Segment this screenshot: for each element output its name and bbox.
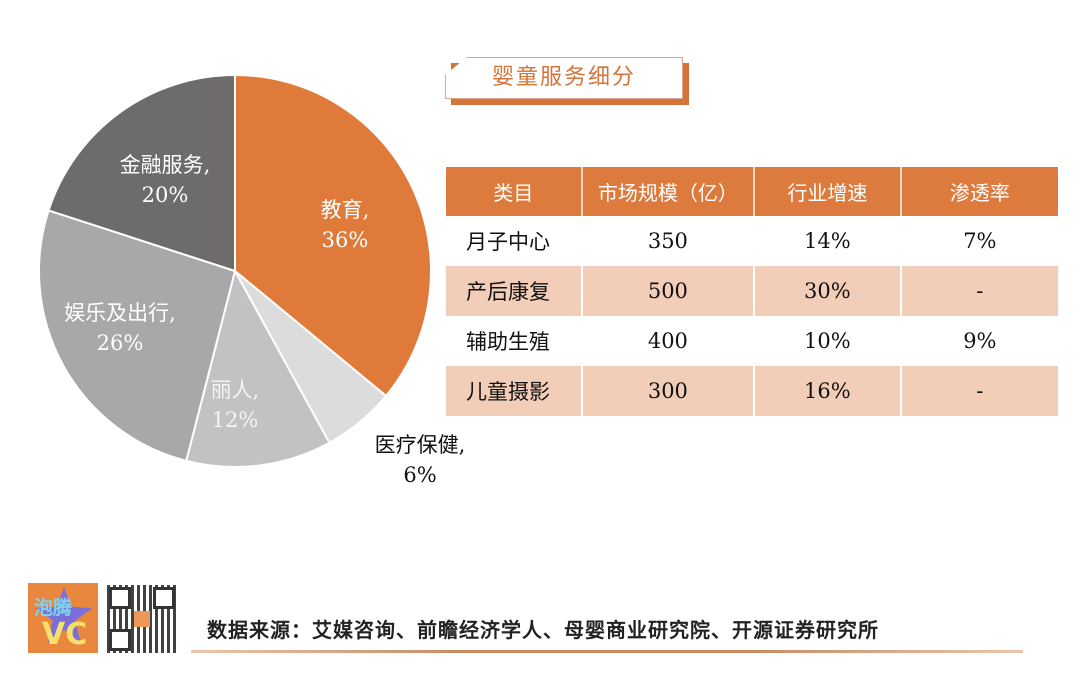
footer-divider — [191, 650, 1023, 653]
header-growth: 行业增速 — [754, 167, 902, 216]
section-title: 婴童服务细分 — [445, 57, 689, 105]
cell-penetration: 7% — [963, 229, 997, 253]
pie-chart — [38, 73, 432, 468]
pie-slice — [185, 268, 331, 468]
qr-code-icon — [107, 585, 177, 653]
cell-category: 辅助生殖 — [446, 316, 583, 366]
pie-label-yiliao: 医疗保健, 6% — [374, 433, 466, 487]
cell-penetration: - — [900, 266, 1058, 316]
qr-corner — [153, 587, 175, 609]
cell-penetration: - — [900, 366, 1058, 416]
cell-penetration: 9% — [963, 329, 997, 353]
header-category: 类目 — [446, 167, 583, 216]
table-row: 儿童摄影 300 16% - — [446, 366, 1058, 416]
pie-label-liren: 丽人, 12% — [210, 378, 260, 432]
header-market-size: 市场规模（亿） — [581, 167, 756, 216]
cell-growth: 14% — [754, 216, 902, 266]
cell-category: 产后康复 — [446, 266, 583, 316]
table-row: 辅助生殖 400 10% 9% — [446, 316, 1058, 366]
table-row: 月子中心 350 14% 7% — [446, 216, 1058, 266]
pie-label-jinrong: 金融服务, 20% — [119, 153, 211, 207]
title-text: 婴童服务细分 — [491, 65, 636, 90]
logo-text-bottom: VC — [42, 617, 88, 652]
table-row: 产后康复 500 30% - — [446, 266, 1058, 316]
pie-slice — [234, 73, 432, 398]
data-source-text: 数据来源：艾媒咨询、前瞻经济学人、母婴商业研究院、开源证券研究所 — [207, 618, 879, 642]
pie-label-jiaoyu: 教育, 36% — [320, 198, 370, 252]
cell-market-size: 500 — [581, 266, 756, 316]
market-table: 类目 市场规模（亿） 行业增速 渗透率 月子中心 350 14% 7% 产后康复… — [446, 167, 1058, 416]
cell-growth: 10% — [754, 316, 902, 366]
pie-slice — [38, 209, 237, 463]
table-header-row: 类目 市场规模（亿） 行业增速 渗透率 — [446, 167, 1058, 216]
title-frame — [445, 57, 683, 99]
pie-slice — [47, 73, 236, 273]
cell-market-size: 350 — [581, 216, 756, 266]
cell-market-size: 400 — [581, 316, 756, 366]
cell-category: 月子中心 — [446, 216, 583, 266]
qr-center-logo — [134, 611, 150, 627]
cell-growth: 30% — [754, 266, 902, 316]
brand-logo: 泡腾 VC — [28, 583, 98, 653]
header-penetration: 渗透率 — [900, 167, 1058, 216]
pie-label-yule: 娱乐及出行, 26% — [64, 301, 176, 355]
cell-category: 儿童摄影 — [446, 366, 583, 416]
cell-growth: 16% — [754, 366, 902, 416]
logo-text-top: 泡腾 — [34, 597, 73, 619]
cell-market-size: 300 — [581, 366, 756, 416]
